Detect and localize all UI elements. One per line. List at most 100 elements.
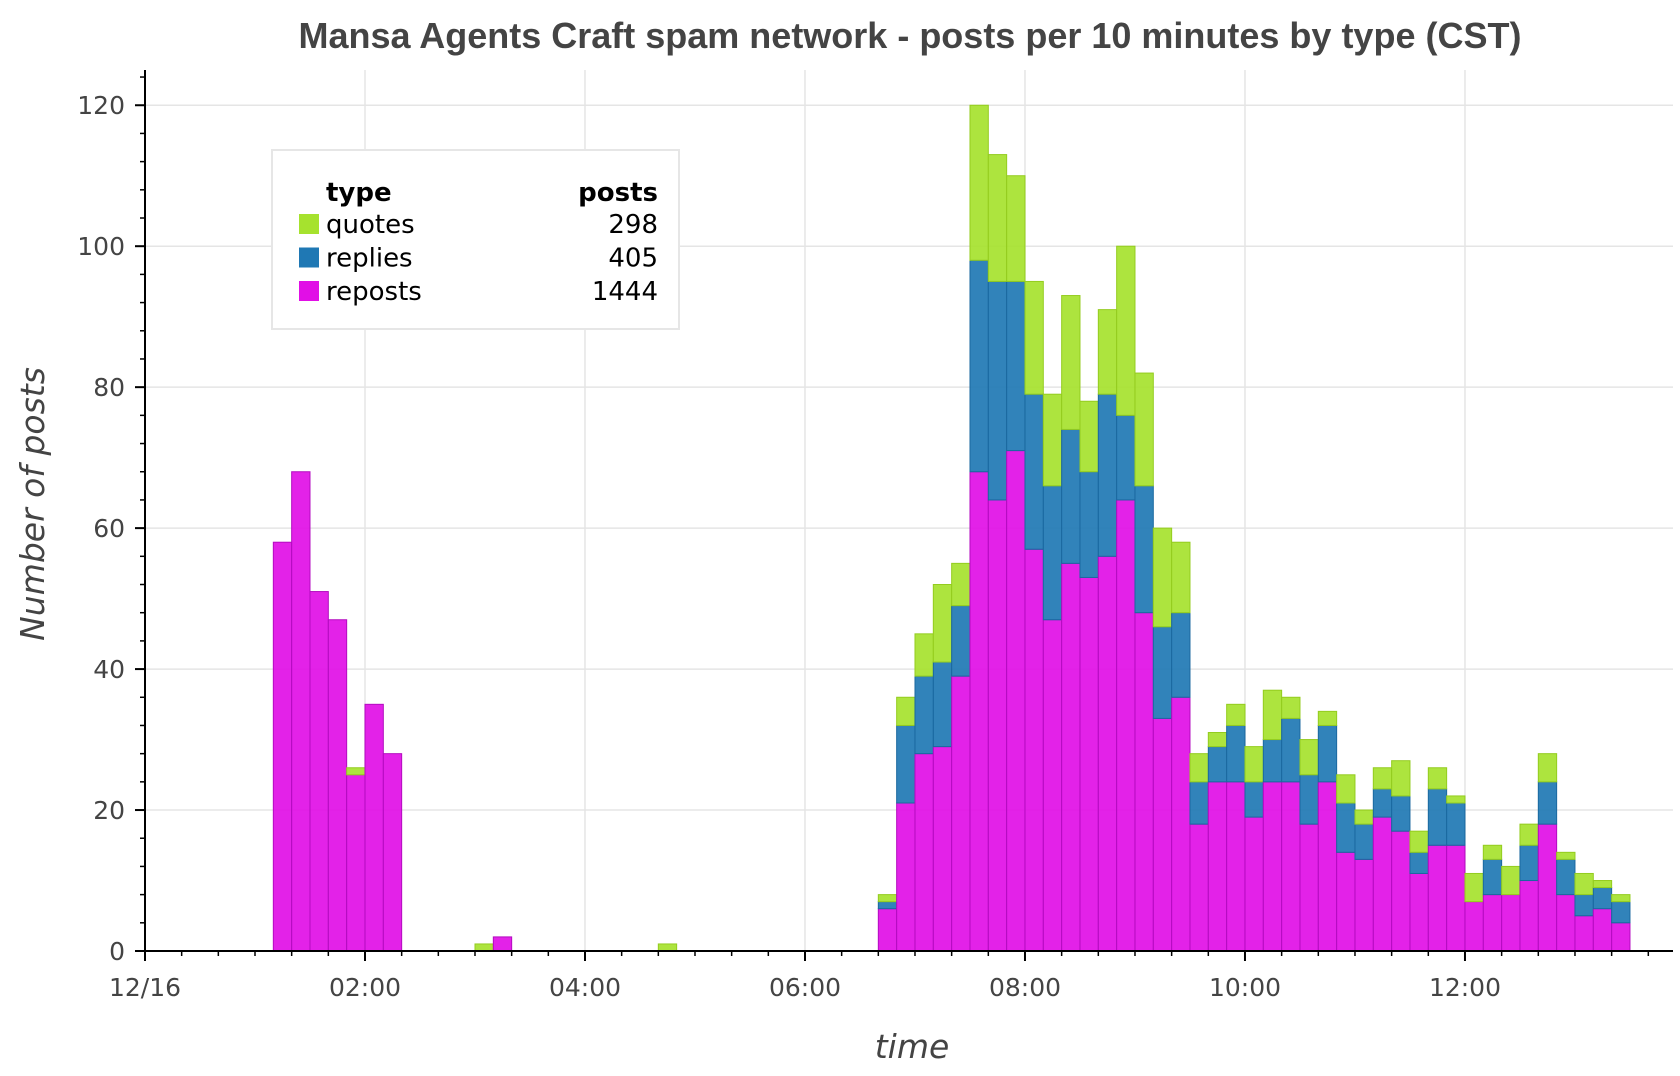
- bar-segment-quotes: [1537, 753, 1558, 783]
- bar-segment-quotes: [1226, 703, 1246, 726]
- y-tick-label: 0: [109, 937, 125, 966]
- legend-box: [271, 149, 680, 330]
- bar-segment-replies: [1354, 823, 1374, 860]
- bar-segment-replies: [1061, 428, 1081, 564]
- bar-segment-reposts: [877, 908, 898, 952]
- bar-segment-quotes: [1134, 372, 1154, 487]
- bar-segment-quotes: [1024, 280, 1044, 395]
- bar-segment-replies: [1042, 485, 1063, 621]
- bar-segment-replies: [951, 605, 971, 677]
- bar-segment-quotes: [1152, 527, 1173, 628]
- legend-label-replies: replies: [326, 244, 413, 274]
- y-axis-label: Number of posts: [13, 367, 52, 641]
- bar-segment-replies: [1446, 802, 1466, 846]
- bar-segment-reposts: [1519, 880, 1539, 952]
- bar-segment-replies: [1574, 894, 1594, 917]
- y-tick-label: 120: [77, 91, 125, 120]
- bar-segment-replies: [1281, 717, 1301, 783]
- bar-segment-quotes: [1501, 865, 1521, 896]
- y-tick-label: 20: [93, 796, 125, 825]
- bar-segment-quotes: [932, 584, 953, 663]
- bar-segment-quotes: [1097, 309, 1118, 395]
- bar-segment-reposts: [272, 541, 293, 952]
- bar-segment-replies: [969, 259, 989, 473]
- bar-segment-replies: [1079, 471, 1099, 578]
- bar-segment-quotes: [1446, 795, 1466, 804]
- bar-segment-reposts: [1299, 823, 1319, 952]
- bar-segment-replies: [896, 724, 916, 804]
- axes: 0 20 40 60 80 100 120 12/16 02:00 04:00 06:00 08:00…: [77, 70, 1673, 1002]
- bar-segment-quotes: [1372, 767, 1393, 790]
- bar-segment-reposts: [327, 619, 348, 952]
- bar-segment-replies: [914, 675, 934, 755]
- bar-segment-reposts: [1042, 619, 1063, 952]
- bar-segment-replies: [1024, 393, 1044, 550]
- legend-swatch-quotes: [299, 214, 319, 234]
- bar-segment-quotes: [1171, 541, 1191, 614]
- bar-segment-quotes: [346, 767, 366, 776]
- bar-segment-quotes: [1042, 393, 1063, 487]
- bar-segment-reposts: [1446, 844, 1466, 952]
- bar-segment-replies: [1391, 795, 1411, 832]
- x-tick-label: 12/16: [109, 973, 181, 1002]
- y-tick-label: 60: [93, 514, 125, 543]
- bar-segment-replies: [932, 661, 953, 748]
- bar-segment-reposts: [1574, 915, 1594, 952]
- legend-count-replies: 405: [608, 244, 658, 274]
- bar-segment-replies: [1519, 844, 1539, 882]
- bar-segment-quotes: [1317, 710, 1338, 726]
- bar-segment-reposts: [1152, 717, 1173, 952]
- bar-segment-replies: [1317, 724, 1338, 783]
- bar-segment-reposts: [1189, 823, 1209, 952]
- bar-segment-reposts: [1482, 894, 1503, 952]
- bar-segment-reposts: [951, 675, 971, 952]
- bar-segment-replies: [1116, 414, 1136, 501]
- bar-segment-quotes: [1299, 739, 1319, 776]
- bar-segment-quotes: [1189, 753, 1209, 783]
- bar-segment-reposts: [309, 591, 329, 952]
- bar-segment-replies: [1537, 781, 1558, 825]
- legend-entries: quotes 298 replies 405 reposts 1444: [299, 210, 658, 307]
- bar-segment-replies: [1152, 626, 1173, 719]
- bar-segment-reposts: [1372, 816, 1393, 952]
- x-tick-label: 04:00: [549, 973, 621, 1002]
- bar-segment-reposts: [1207, 781, 1228, 952]
- bar-segment-quotes: [1262, 689, 1283, 741]
- bar-segment-replies: [1482, 858, 1503, 896]
- bar-segment-quotes: [969, 104, 989, 261]
- bar-segment-reposts: [1244, 816, 1264, 952]
- bar-segment-replies: [1244, 781, 1264, 818]
- bar-segment-quotes: [1464, 872, 1484, 903]
- bar-segment-reposts: [1427, 844, 1448, 952]
- bar-segment-reposts: [1226, 781, 1246, 952]
- bar-segment-reposts: [1024, 548, 1044, 952]
- bar-segment-quotes: [1519, 823, 1539, 846]
- x-tick-label: 06:00: [769, 973, 841, 1002]
- bar-segment-replies: [1226, 724, 1246, 783]
- legend-swatch-reposts: [299, 281, 319, 301]
- legend: type posts quotes 298 replies 405 reposts 144…: [271, 149, 680, 330]
- bar-segment-quotes: [1281, 696, 1301, 719]
- x-tick-label: 02:00: [329, 973, 401, 1002]
- bar-segment-replies: [1006, 280, 1026, 452]
- chart-title: Mansa Agents Craft spam network - posts …: [299, 15, 1522, 56]
- bar-segment-reposts: [1116, 499, 1136, 952]
- bar-segment-reposts: [1501, 894, 1521, 952]
- bar-segment-quotes: [914, 633, 934, 677]
- x-tick-label: 08:00: [989, 973, 1061, 1002]
- bar-segment-quotes: [1207, 732, 1228, 748]
- bar-segment-reposts: [1281, 781, 1301, 952]
- bar-segment-replies: [1611, 901, 1631, 924]
- bar-segment-reposts: [1134, 612, 1154, 952]
- bar-segment-replies: [1409, 851, 1429, 874]
- bar-segment-replies: [1134, 485, 1154, 614]
- bar-segment-reposts: [1097, 555, 1118, 952]
- bar-segment-reposts: [914, 753, 934, 952]
- bar-segment-reposts: [1317, 781, 1338, 952]
- bar-segment-replies: [1262, 739, 1283, 783]
- legend-label-quotes: quotes: [326, 210, 415, 240]
- bar-segment-reposts: [1464, 901, 1484, 952]
- bar-segment-quotes: [1427, 767, 1448, 790]
- bar-segment-quotes: [1079, 400, 1099, 473]
